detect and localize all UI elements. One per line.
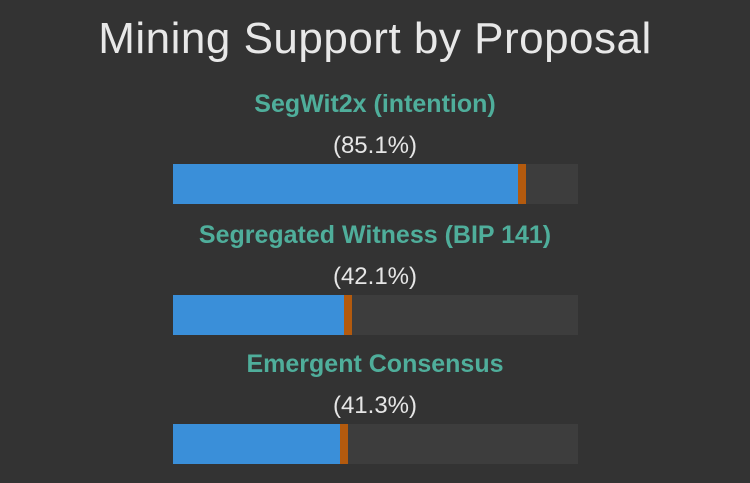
proposal-percent: (41.3%) xyxy=(332,392,418,419)
proposal-percent: (42.1%) xyxy=(332,263,418,290)
proposal-label: SegWit2x (intention) xyxy=(254,90,496,118)
bar-fill xyxy=(173,295,344,335)
bar-track xyxy=(173,295,578,335)
chart-title: Mining Support by Proposal xyxy=(98,14,652,63)
bar-track xyxy=(173,424,578,464)
proposal-percent: (85.1%) xyxy=(332,132,418,159)
proposal-segregated-witness: Segregated Witness (BIP 141) (42.1%) xyxy=(0,221,750,351)
proposal-segwit2x: SegWit2x (intention) (85.1%) xyxy=(0,90,750,220)
proposal-emergent-consensus: Emergent Consensus (41.3%) xyxy=(0,350,750,480)
bar-marker xyxy=(344,295,352,335)
bar-fill xyxy=(173,424,340,464)
bar-fill xyxy=(173,164,518,204)
proposal-label: Segregated Witness (BIP 141) xyxy=(198,221,552,249)
bar-marker xyxy=(340,424,348,464)
proposal-label: Emergent Consensus xyxy=(246,350,504,378)
bar-marker xyxy=(518,164,526,204)
bar-track xyxy=(173,164,578,204)
